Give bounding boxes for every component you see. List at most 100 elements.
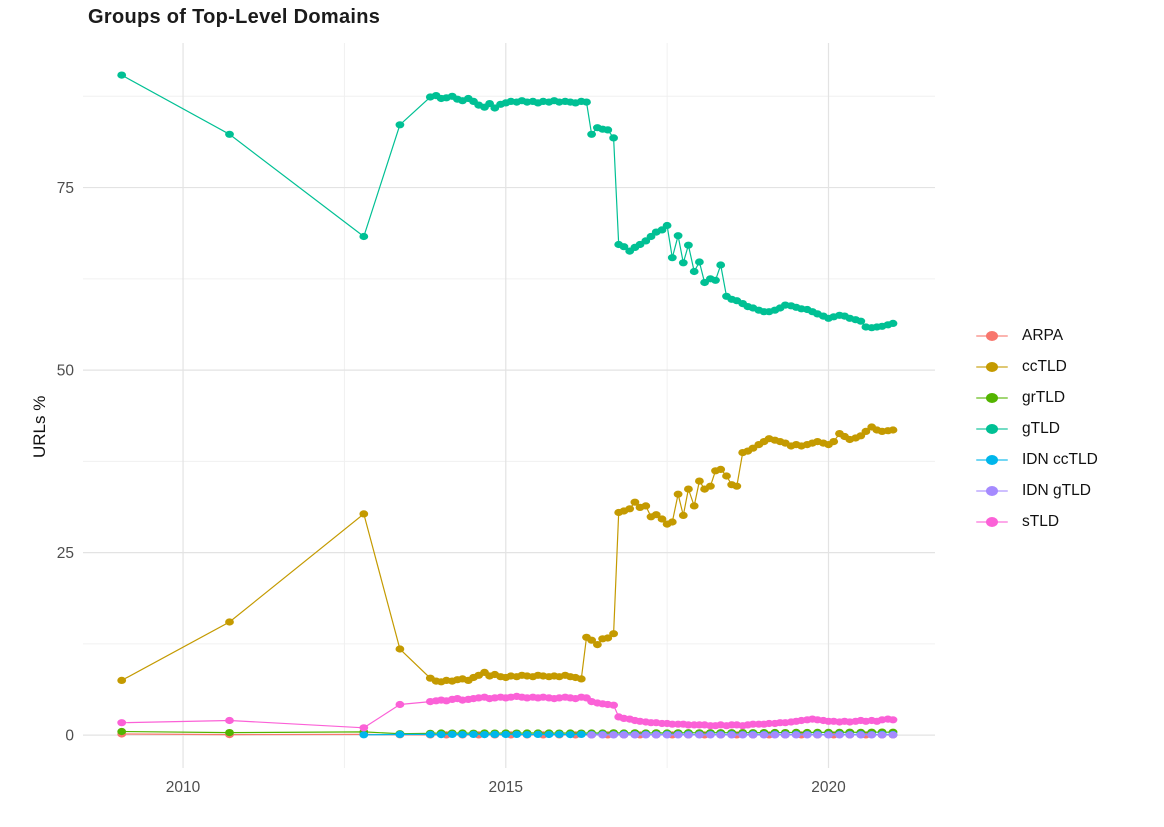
data-point xyxy=(395,700,405,709)
gridlines-minor xyxy=(83,43,935,768)
data-point xyxy=(738,731,748,739)
data-point xyxy=(667,518,677,526)
data-point xyxy=(490,730,500,739)
data-point xyxy=(732,482,742,490)
legend-item-stld: sTLD xyxy=(976,506,1098,537)
legend-key-icon xyxy=(976,330,1008,342)
legend-label: ARPA xyxy=(1022,326,1064,344)
data-point xyxy=(748,731,758,739)
data-point xyxy=(359,724,369,732)
data-point xyxy=(609,134,618,142)
data-point xyxy=(856,317,866,325)
data-point xyxy=(630,498,640,506)
legend-dot-icon xyxy=(986,423,998,434)
legend-item-cctld: ccTLD xyxy=(976,351,1098,382)
data-point xyxy=(630,731,640,739)
data-point xyxy=(587,636,596,644)
gridlines-major xyxy=(83,43,935,768)
data-point xyxy=(593,641,602,649)
x-tick-label: 2020 xyxy=(811,779,846,796)
data-point xyxy=(117,71,127,79)
data-point xyxy=(813,731,822,739)
data-point xyxy=(576,730,586,739)
data-point xyxy=(565,731,575,739)
data-point xyxy=(716,261,726,269)
data-point xyxy=(522,731,532,739)
data-point xyxy=(770,731,780,739)
data-point xyxy=(888,716,898,724)
y-tick-label: 75 xyxy=(57,180,74,197)
legend-label: sTLD xyxy=(1022,512,1060,530)
data-point xyxy=(587,130,596,138)
data-point xyxy=(117,727,127,736)
x-tick-label: 2010 xyxy=(166,779,201,796)
data-point xyxy=(684,241,693,249)
series-cctld xyxy=(117,423,898,686)
data-point xyxy=(395,730,405,739)
data-point xyxy=(117,719,127,727)
data-point xyxy=(802,731,812,739)
data-point xyxy=(225,716,234,725)
data-point xyxy=(225,618,234,626)
data-point xyxy=(673,490,683,498)
legend-key-icon xyxy=(976,392,1008,404)
data-point xyxy=(425,730,435,739)
legend-key-icon xyxy=(976,423,1008,435)
data-point xyxy=(619,731,629,739)
y-tick-label: 0 xyxy=(65,728,74,745)
data-point xyxy=(695,731,704,739)
legend-key-icon xyxy=(976,361,1008,373)
legend-item-grtld: grTLD xyxy=(976,382,1098,413)
data-point xyxy=(678,259,688,267)
data-point xyxy=(587,731,596,739)
data-point xyxy=(829,438,839,446)
data-point xyxy=(395,645,405,653)
data-point xyxy=(436,731,446,739)
data-point xyxy=(877,731,887,739)
data-point xyxy=(856,731,866,739)
data-point xyxy=(711,276,720,284)
data-point xyxy=(598,731,607,739)
data-point xyxy=(657,515,667,523)
legend-key-icon xyxy=(976,454,1008,466)
legend-label: IDN gTLD xyxy=(1022,481,1091,499)
axis-tick-labels: 2010 2015 2020 0 25 50 75 xyxy=(57,180,846,796)
legend-dot-icon xyxy=(986,392,998,403)
data-point xyxy=(501,730,511,739)
y-tick-label: 50 xyxy=(57,363,75,380)
legend-item-arpa: ARPA xyxy=(976,320,1098,351)
data-point xyxy=(689,502,699,510)
legend-dot-icon xyxy=(986,516,998,527)
data-point xyxy=(533,730,543,739)
data-point xyxy=(576,675,586,683)
series-gtld xyxy=(117,71,898,332)
data-point xyxy=(716,465,726,473)
data-point xyxy=(117,676,127,685)
y-tick-label: 25 xyxy=(57,545,74,562)
data-point xyxy=(651,731,661,739)
data-point xyxy=(706,482,715,490)
data-point xyxy=(673,731,683,739)
legend-label: grTLD xyxy=(1022,388,1066,406)
data-point xyxy=(359,510,369,518)
data-point xyxy=(582,98,591,106)
data-point xyxy=(603,634,613,642)
data-point xyxy=(662,221,672,230)
data-point xyxy=(359,731,369,739)
series-stld xyxy=(117,692,898,732)
chart-title: Groups of Top-Level Domains xyxy=(88,6,381,28)
data-point xyxy=(609,701,618,709)
data-point xyxy=(888,426,898,434)
data-point xyxy=(667,254,677,262)
data-point xyxy=(684,485,693,493)
data-point xyxy=(706,731,715,739)
data-point xyxy=(780,731,790,739)
data-point xyxy=(651,511,661,519)
data-point xyxy=(888,731,898,739)
data-point xyxy=(673,232,683,240)
legend-dot-icon xyxy=(986,330,998,341)
data-point xyxy=(835,731,844,739)
data-point xyxy=(641,502,651,510)
data-point xyxy=(225,130,234,138)
